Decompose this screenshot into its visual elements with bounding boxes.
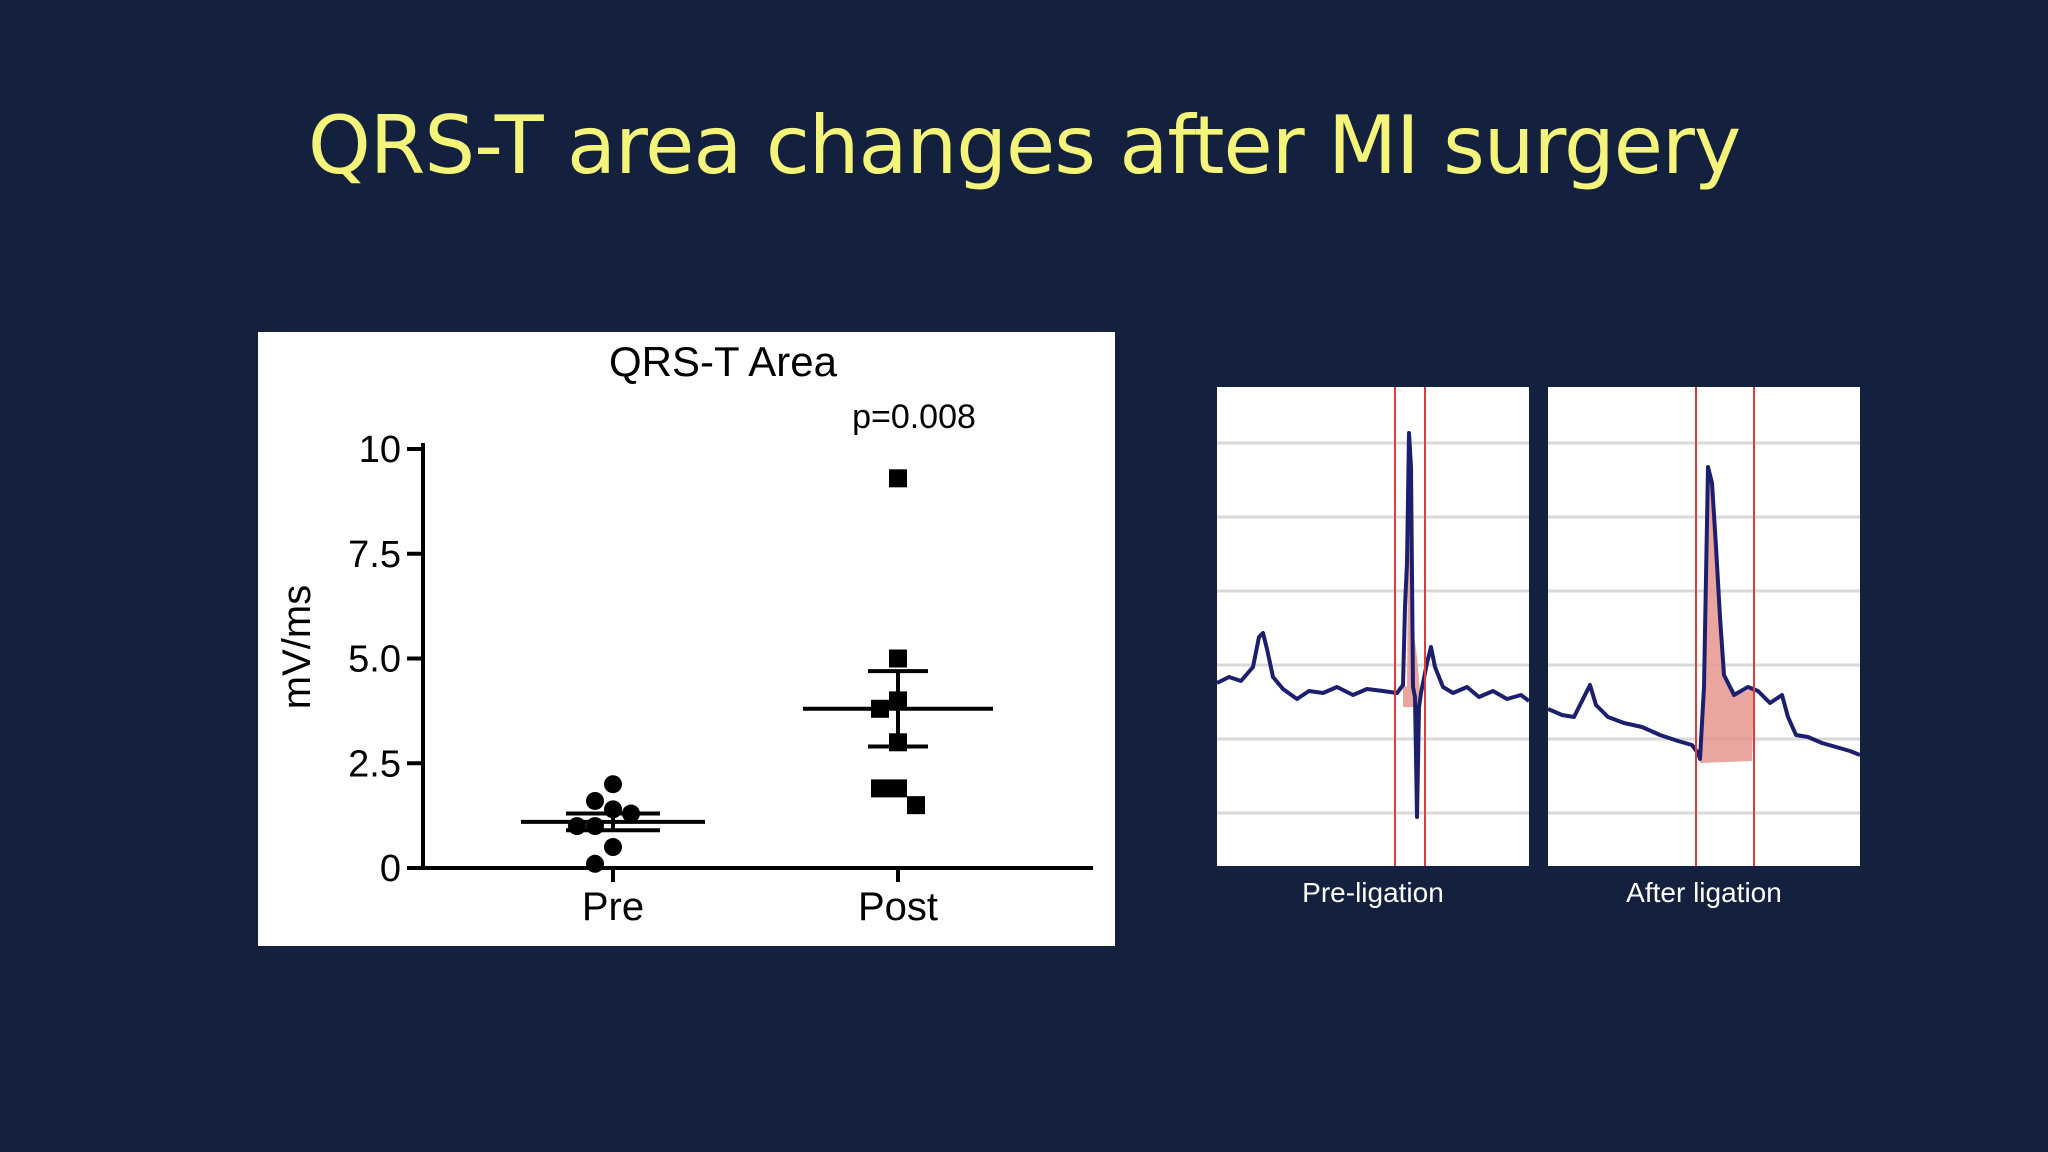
chart-panel: QRS-T Area p=0.008 mV/ms 0 2.5 5.0 7.5 10 Pre…	[258, 332, 1115, 946]
data-point-pre	[568, 817, 586, 836]
y-tick-label: 5.0	[348, 639, 401, 681]
ecg-trace-after	[1548, 387, 1860, 866]
ecg-panel-after	[1548, 387, 1860, 866]
x-tick-label: Post	[858, 885, 938, 929]
data-point-pre	[586, 854, 604, 873]
data-point-post	[889, 469, 907, 488]
y-axis-label: mV/ms	[275, 585, 319, 709]
chart-title: QRS-T Area	[609, 338, 838, 385]
ecg-waveform	[1548, 465, 1860, 761]
ecg-caption-after: After ligation	[1626, 877, 1782, 908]
y-tick-label: 0	[380, 848, 401, 890]
axes: 0 2.5 5.0 7.5 10 Pre Post	[348, 429, 1093, 929]
data-point-post	[907, 796, 925, 815]
y-tick-label: 2.5	[348, 743, 401, 785]
data-point-pre	[604, 838, 622, 857]
slide-title: QRS-T area changes after MI surgery	[307, 99, 1741, 192]
qrs-t-scatter-chart: QRS-T Area p=0.008 mV/ms 0 2.5 5.0 7.5 10 Pre…	[275, 338, 1093, 929]
ecg-panel-pre	[1217, 387, 1529, 866]
qrs-t-shaded-area	[1700, 467, 1754, 763]
data-marks	[521, 469, 993, 873]
ecg-trace-pre	[1217, 387, 1529, 866]
p-value-annotation: p=0.008	[852, 398, 976, 436]
data-point-post	[889, 649, 907, 668]
y-tick-label: 10	[359, 429, 401, 471]
x-tick-label: Pre	[582, 885, 644, 929]
y-tick-label: 7.5	[348, 534, 401, 576]
data-point-pre	[586, 817, 604, 836]
data-point-post	[889, 779, 907, 798]
ecg-waveform	[1217, 431, 1529, 819]
data-point-pre	[586, 791, 604, 810]
data-point-pre	[604, 775, 622, 794]
data-point-post	[871, 779, 889, 798]
ecg-caption-pre: Pre-ligation	[1302, 877, 1444, 908]
